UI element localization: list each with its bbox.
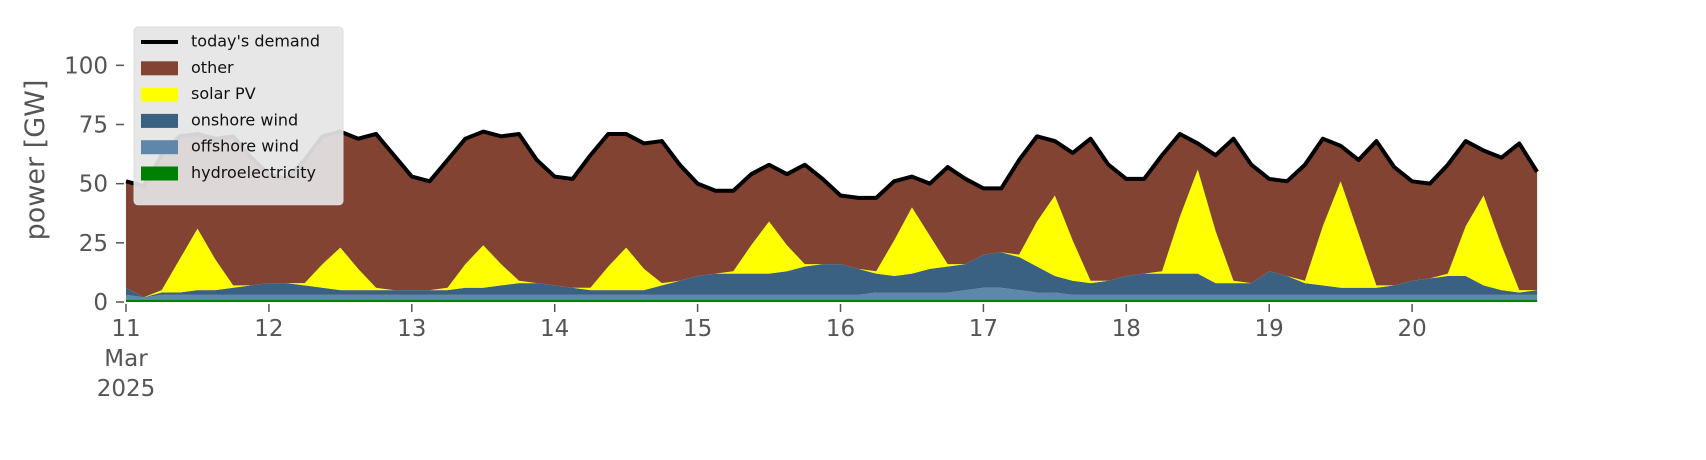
legend-label: solar PV <box>191 84 256 103</box>
x-tick-label: 15 <box>683 316 712 342</box>
area <box>126 169 1538 298</box>
y-tick-label: 75 <box>79 113 108 139</box>
x-tick-label: 17 <box>969 316 998 342</box>
legend-swatch <box>141 166 178 181</box>
legend-label: today's demand <box>191 32 320 51</box>
x-tick-label: 14 <box>540 316 569 342</box>
legend: today's demand other solar PV onshore wind o… <box>133 26 344 206</box>
y-tick-label: 25 <box>79 231 108 257</box>
legend-swatch <box>141 61 178 76</box>
legend-label: hydroelectricity <box>191 163 316 182</box>
area <box>126 131 1538 298</box>
y-tick-label: 100 <box>64 53 108 79</box>
x-tick-label: 13 <box>397 316 426 342</box>
x-tick-label: 18 <box>1112 316 1141 342</box>
area <box>126 299 1538 302</box>
x-tick-label: 16 <box>826 316 855 342</box>
y-axis-label: power [GW] <box>20 80 51 241</box>
area <box>126 252 1538 298</box>
legend-swatch <box>141 113 178 128</box>
y-tick-label: 50 <box>79 172 108 198</box>
y-tick-label: 0 <box>93 290 108 316</box>
x-tick-label: 20 <box>1397 316 1426 342</box>
legend-swatch <box>141 140 178 155</box>
legend-swatch <box>141 87 178 102</box>
area <box>126 287 1538 300</box>
x-tick-label: 11 Mar 2025 <box>97 316 156 402</box>
x-tick-label: 19 <box>1255 316 1284 342</box>
legend-label: other <box>191 58 234 77</box>
areas <box>125 129 1539 302</box>
demand-line <box>125 129 1539 200</box>
legend-label: onshore wind <box>191 110 298 129</box>
x-tick-label: 12 <box>254 316 283 342</box>
legend-label: offshore wind <box>191 137 299 156</box>
axes: 0 25 50 75 100 11 Mar 2025 12 13 14 15 16 17 18 19 20 <box>64 53 1427 402</box>
legend-box <box>133 26 344 206</box>
